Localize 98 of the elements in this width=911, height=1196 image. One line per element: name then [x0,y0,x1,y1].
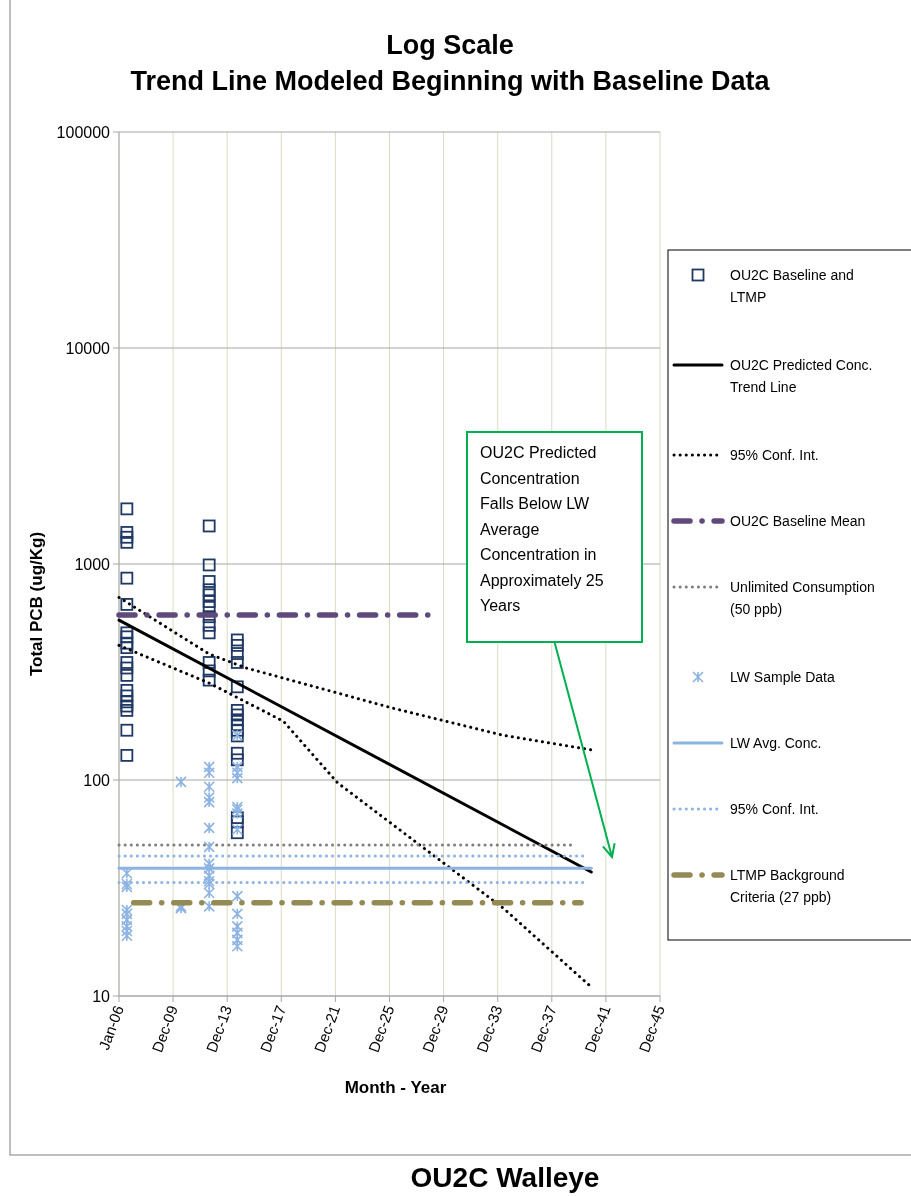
point [121,914,133,926]
point [202,588,216,602]
point [121,904,133,916]
point [231,920,244,933]
y-tick-label: 10 [92,988,111,1005]
point [120,723,134,737]
x-tick-label: Dec-45 [635,1003,668,1055]
point [230,746,244,760]
point [120,571,134,585]
x-tick-label: Dec-33 [472,1003,506,1055]
point [203,796,215,808]
point [230,753,244,767]
point [230,647,244,660]
point [203,841,215,853]
x-tick-label: Dec-29 [418,1003,452,1055]
point [120,502,134,516]
point [231,927,244,939]
point [203,862,215,875]
x-tick-label: Jan-06 [95,1003,127,1053]
point [230,656,244,669]
x-tick-label: Dec-37 [527,1003,560,1055]
legend-label: LTMP Background Criteria (27 ppb) [730,867,845,905]
point [120,748,134,762]
point [230,638,244,652]
point [120,598,134,611]
point [231,934,244,946]
point [120,530,134,544]
point [230,718,244,732]
point [120,526,134,539]
point [120,689,134,703]
legend-label: 95% Conf. Int. [730,447,819,463]
point [203,766,215,779]
point [203,887,215,899]
point [230,680,244,694]
x-axis-title: Month - Year [344,1078,447,1097]
line-series [117,595,593,752]
point [230,826,244,840]
point [202,673,216,687]
point [120,636,134,650]
point [120,668,134,682]
point [120,656,134,669]
point [202,583,216,597]
point [231,940,244,953]
y-tick-label: 100 [83,772,111,789]
annotation: OU2C Predicted Concentration Falls Below LW Average Concentration in Approximately 25 Years [480,444,604,614]
text: OU2C Walleye [410,1162,600,1193]
y-tick-label: 1000 [74,556,111,573]
point [202,575,216,588]
point [230,633,244,647]
x-tick-label: Dec-09 [148,1003,181,1055]
point [202,626,216,640]
point [231,772,244,784]
y-tick-label: 100000 [56,124,111,141]
point [121,929,133,942]
y-tick-label: 10000 [65,340,111,357]
point [121,908,133,920]
point [203,761,215,773]
legend-label: LW Avg. Conc. [730,735,822,751]
point [120,704,134,717]
point [120,661,134,675]
legend-label: LW Sample Data [730,669,835,685]
point [120,535,134,549]
point [230,704,244,717]
point [230,723,244,737]
point [175,776,187,788]
point [231,807,244,820]
point [231,766,244,779]
legend-label: 95% Conf. Int. [730,801,819,817]
point [202,618,216,632]
chart-title: Log Scale [386,30,514,60]
point [203,822,215,834]
y-axis-title: Total PCB (ug/Kg) [27,531,46,677]
point [120,695,134,709]
point [202,519,216,533]
legend-label: OU2C Baseline and LTMP [730,267,854,305]
point [203,781,215,793]
point [203,870,215,882]
x-tick-label: Dec-17 [256,1003,290,1055]
point [202,558,216,572]
legend-label: OU2C Baseline Mean [730,513,866,529]
point [230,708,244,722]
x-tick-label: Dec-25 [364,1003,398,1055]
chart-subtitle: Trend Line Modeled Beginning with Baseline Data [130,66,771,96]
point [231,761,244,773]
point [121,925,133,937]
point [121,920,133,933]
legend-label: OU2C Predicted Conc. Trend Line [730,357,873,395]
point [120,699,134,713]
point [120,641,134,655]
point [202,656,216,669]
point [202,664,216,678]
legend-label: Unlimited Consumption (50 ppb) [730,579,875,617]
point [231,890,244,902]
point [203,791,215,804]
x-tick-label: Dec-13 [202,1003,235,1055]
point [231,823,244,836]
point [230,811,244,824]
point [231,908,244,920]
